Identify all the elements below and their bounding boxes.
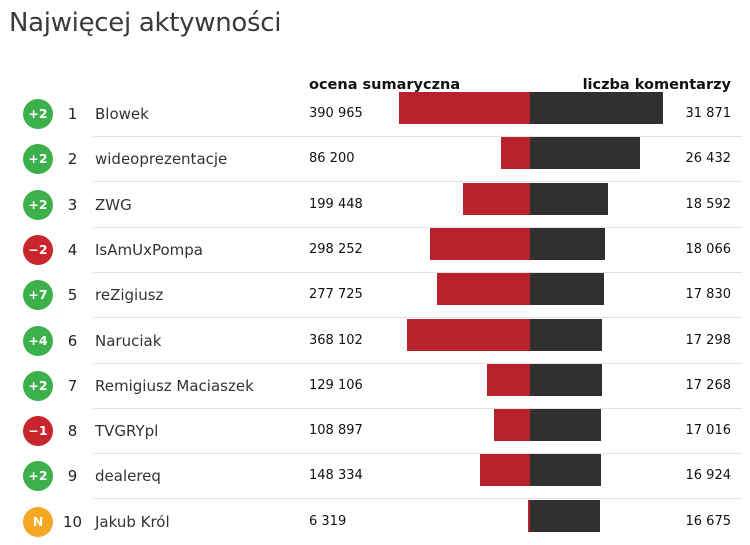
rank-number: 1 — [67, 105, 78, 123]
score-value: 148 334 — [309, 468, 363, 484]
row-divider — [93, 317, 742, 319]
comments-bar — [530, 273, 605, 306]
comments-value: 18 592 — [685, 196, 732, 212]
row-divider — [93, 362, 742, 364]
score-value: 298 252 — [309, 241, 363, 257]
position-change-badge: +4 — [23, 325, 53, 356]
row-divider — [93, 271, 742, 273]
rank-number: 6 — [67, 331, 78, 350]
score-value: 86 200 — [309, 151, 355, 167]
score-bar — [493, 409, 530, 442]
score-value: 368 102 — [309, 332, 363, 348]
row-divider — [93, 181, 742, 183]
position-change-badge: −1 — [23, 416, 53, 447]
comments-value: 17 298 — [685, 332, 732, 348]
comments-value: 17 268 — [685, 377, 732, 393]
score-value: 277 725 — [309, 287, 363, 303]
user-name-link[interactable]: Naruciak — [95, 331, 162, 350]
position-change-badge: +2 — [23, 99, 53, 129]
user-name-link[interactable]: Blowek — [95, 105, 149, 123]
table-row[interactable]: +2 2 wideoprezentacje 86 200 26 432 — [0, 137, 750, 183]
user-name-link[interactable]: TVGRYpl — [95, 422, 159, 441]
comments-bar — [530, 454, 601, 487]
score-value: 199 448 — [309, 196, 363, 212]
user-name-link[interactable]: wideoprezentacje — [95, 150, 228, 169]
comments-bar — [530, 182, 608, 215]
score-bar — [486, 363, 530, 396]
comments-value: 17 016 — [685, 423, 732, 439]
rank-number: 4 — [67, 240, 78, 259]
table-row[interactable]: −2 4 IsAmUxPompa 298 252 18 066 — [0, 227, 750, 273]
user-name-link[interactable]: IsAmUxPompa — [95, 240, 203, 259]
score-bar — [436, 273, 530, 306]
score-bar — [480, 454, 530, 487]
table-row[interactable]: +2 7 Remigiusz Maciaszek 129 106 17 268 — [0, 363, 750, 409]
comments-value: 16 675 — [685, 513, 732, 529]
table-row[interactable]: +7 5 reZigiusz 277 725 17 830 — [0, 273, 750, 319]
table-row[interactable]: +2 3 ZWG 199 448 18 592 — [0, 182, 750, 228]
score-value: 390 965 — [309, 106, 363, 121]
table-row[interactable]: N 10 Jakub Król 6 319 16 675 — [0, 499, 750, 545]
position-change-badge: +2 — [23, 144, 53, 175]
score-column-header: ocena sumaryczna — [309, 77, 461, 93]
row-divider — [93, 226, 742, 228]
score-bar — [430, 227, 530, 260]
row-divider — [93, 136, 742, 137]
table-row[interactable]: +4 6 Naruciak 368 102 17 298 — [0, 318, 750, 364]
comments-value: 16 924 — [685, 468, 732, 484]
comments-value: 26 432 — [685, 151, 732, 167]
rank-number: 10 — [62, 512, 83, 531]
rank-number: 3 — [67, 195, 78, 214]
score-value: 129 106 — [309, 377, 363, 393]
rank-number: 2 — [67, 150, 78, 169]
user-name-link[interactable]: reZigiusz — [95, 286, 164, 305]
comments-bar — [530, 318, 603, 351]
position-change-badge: +2 — [23, 189, 53, 220]
table-row[interactable]: +2 9 dealereq 148 334 16 924 — [0, 454, 750, 500]
comments-bar — [530, 137, 641, 170]
rank-number: 8 — [67, 422, 78, 441]
chart-title: Najwięcej aktywności — [9, 8, 282, 38]
rank-number: 9 — [67, 467, 78, 486]
user-name-link[interactable]: dealereq — [95, 467, 161, 486]
table-row[interactable]: −1 8 TVGRYpl 108 897 17 016 — [0, 409, 750, 455]
score-bar — [399, 92, 530, 124]
rank-number: 7 — [67, 376, 78, 395]
user-name-link[interactable]: Remigiusz Maciaszek — [95, 376, 254, 395]
position-change-badge: +2 — [23, 461, 53, 492]
position-change-badge: −2 — [23, 234, 53, 265]
row-divider — [93, 453, 742, 455]
score-bar — [501, 137, 530, 170]
score-bar — [527, 499, 530, 532]
position-change-badge: +7 — [23, 280, 53, 311]
comments-value: 18 066 — [685, 241, 732, 257]
comments-value: 17 830 — [685, 287, 732, 303]
row-divider — [93, 407, 742, 409]
comments-bar — [530, 227, 606, 260]
score-value: 108 897 — [309, 423, 363, 439]
score-value: 6 319 — [309, 513, 347, 529]
comments-bar — [530, 499, 600, 532]
user-name-link[interactable]: ZWG — [95, 195, 132, 214]
position-change-badge: N — [23, 506, 53, 537]
comments-bar — [530, 409, 601, 442]
score-bar — [406, 318, 530, 351]
row-divider — [93, 498, 742, 500]
comments-bar — [530, 92, 663, 124]
rank-number: 5 — [67, 286, 78, 305]
user-name-link[interactable]: Jakub Król — [95, 512, 170, 531]
table-row[interactable]: +2 1 Blowek 390 965 31 871 — [0, 92, 750, 137]
position-change-badge: +2 — [23, 370, 53, 401]
score-bar — [463, 182, 530, 215]
comments-value: 31 871 — [685, 106, 732, 121]
comments-column-header: liczba komentarzy — [582, 77, 731, 93]
comments-bar — [530, 363, 603, 396]
